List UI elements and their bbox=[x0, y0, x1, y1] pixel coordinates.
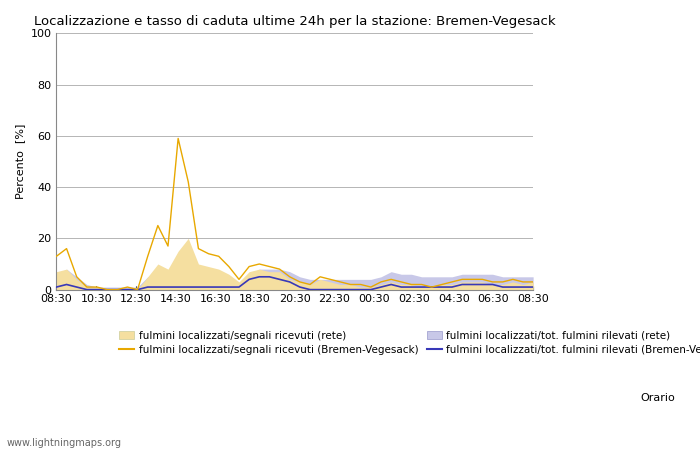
Text: Orario: Orario bbox=[640, 393, 676, 403]
Title: Localizzazione e tasso di caduta ultime 24h per la stazione: Bremen-Vegesack: Localizzazione e tasso di caduta ultime … bbox=[34, 15, 556, 28]
Text: www.lightningmaps.org: www.lightningmaps.org bbox=[7, 438, 122, 448]
Y-axis label: Percento  [%]: Percento [%] bbox=[15, 124, 25, 199]
Legend: fulmini localizzati/segnali ricevuti (rete), fulmini localizzati/segnali ricevut: fulmini localizzati/segnali ricevuti (re… bbox=[119, 331, 700, 355]
